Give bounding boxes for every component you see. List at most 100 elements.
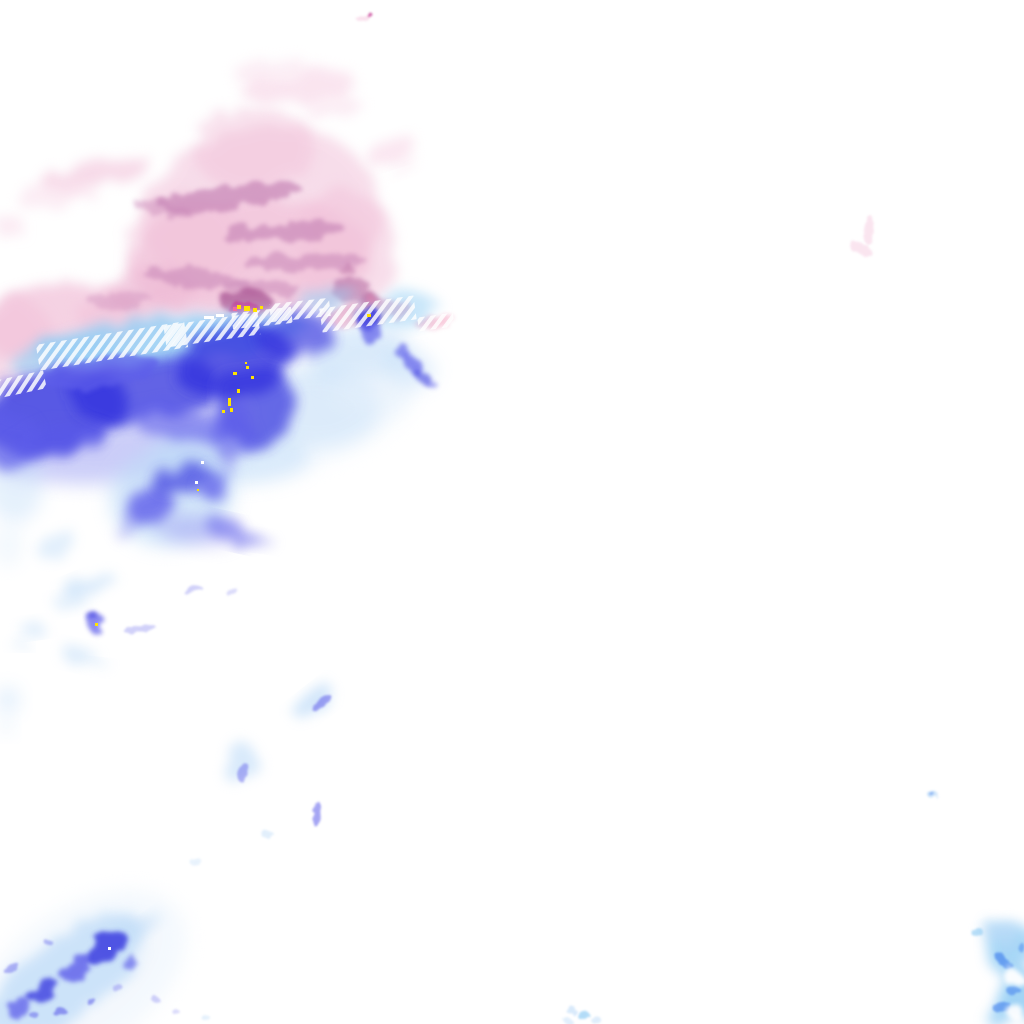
precip-blob <box>426 380 438 392</box>
precip-blob <box>0 718 13 734</box>
precip-blob <box>10 423 110 457</box>
precip-speck <box>108 947 111 950</box>
precip-blob <box>221 222 345 242</box>
precip-speck <box>197 489 199 491</box>
precip-speck <box>253 308 257 312</box>
precip-blob <box>198 466 226 500</box>
precip-blob <box>1006 985 1022 997</box>
mixed-precip-hatch-band <box>35 321 189 371</box>
precip-blob <box>294 190 396 310</box>
precip-speck <box>230 408 233 412</box>
precip-blob <box>88 611 98 621</box>
precip-blob <box>125 623 155 635</box>
mixed-precip-hatch-layer <box>0 295 455 400</box>
precip-blob <box>134 200 190 216</box>
precip-blob <box>361 137 419 163</box>
precip-blob <box>123 954 141 970</box>
precip-blob <box>61 954 95 982</box>
precip-blob <box>591 1016 601 1024</box>
precip-blob <box>311 800 321 826</box>
precip-speck <box>245 362 247 364</box>
precip-blob <box>65 573 115 599</box>
mixed-precip-hatch-band <box>417 312 455 332</box>
precip-speck <box>222 410 225 413</box>
precip-blob <box>5 962 19 974</box>
precip-speck <box>233 372 237 375</box>
precip-speck <box>228 398 231 406</box>
precip-blob <box>190 858 202 866</box>
precip-blob <box>1008 1008 1024 1020</box>
mixed-precip-hatch-band <box>0 370 47 400</box>
precip-speck <box>233 307 237 311</box>
precip-blob <box>44 939 52 945</box>
precip-blob <box>172 1009 180 1015</box>
precip-blob <box>930 793 936 797</box>
precip-blob <box>30 977 60 1003</box>
precip-blob <box>202 1015 210 1021</box>
precip-speck <box>246 366 249 369</box>
precip-blob <box>151 996 159 1002</box>
precip-speck <box>216 314 224 317</box>
precip-blob <box>34 532 82 558</box>
precip-blob <box>567 1007 577 1015</box>
precip-blob <box>54 594 86 610</box>
precip-blob <box>113 516 143 540</box>
precip-blob <box>394 345 410 359</box>
precip-blob <box>17 621 43 635</box>
precip-blob <box>91 662 113 674</box>
precip-blob <box>90 292 150 308</box>
precip-blob <box>362 322 382 346</box>
precip-blob <box>144 268 248 288</box>
precip-blob <box>971 927 983 937</box>
precip-blob <box>994 953 1014 971</box>
precip-blob <box>61 647 99 665</box>
precip-blob <box>0 687 19 713</box>
precip-blob <box>337 263 353 273</box>
precip-blob <box>992 1002 1012 1012</box>
precip-blob <box>5 997 31 1019</box>
precip-speck <box>95 623 98 626</box>
precip-blob <box>261 830 273 838</box>
precip-blob <box>15 183 95 209</box>
precip-speck <box>237 305 241 309</box>
precip-blob <box>990 922 1020 944</box>
precip-blob <box>7 637 25 647</box>
precip-blob <box>863 216 875 244</box>
precip-blob <box>113 984 123 992</box>
precip-blob <box>152 463 212 497</box>
precip-blob <box>183 585 201 595</box>
precip-blob <box>356 14 372 22</box>
precip-blob <box>228 57 308 83</box>
precip-speck <box>237 389 240 393</box>
precip-blob <box>849 241 873 257</box>
precip-blob <box>368 14 374 18</box>
precip-blob <box>311 694 331 712</box>
precip-blob <box>330 365 410 415</box>
precip-blob <box>302 96 362 120</box>
precip-blob <box>54 1007 66 1017</box>
precip-blob <box>578 1011 590 1021</box>
precip-speck <box>201 461 204 464</box>
precip-speck <box>195 481 198 484</box>
precip-blob <box>195 107 315 193</box>
precip-blob <box>564 1018 572 1024</box>
precip-blob <box>243 253 367 271</box>
precip-blob <box>87 998 97 1006</box>
precip-blob <box>158 183 302 211</box>
precip-blob <box>140 912 164 932</box>
precip-speck <box>244 306 250 311</box>
precip-blob <box>125 487 175 527</box>
mixed-precip-hatch-band <box>269 297 331 323</box>
precip-blob <box>84 931 126 965</box>
precip-blob <box>0 523 22 567</box>
precip-blob <box>403 356 423 372</box>
precip-blob <box>1003 970 1023 986</box>
pink-precip-layer <box>0 14 875 393</box>
precip-speck <box>367 314 371 317</box>
precip-speck <box>204 316 214 319</box>
precip-blob <box>30 1013 40 1019</box>
precip-blob <box>225 588 239 596</box>
precip-speck <box>251 376 254 379</box>
